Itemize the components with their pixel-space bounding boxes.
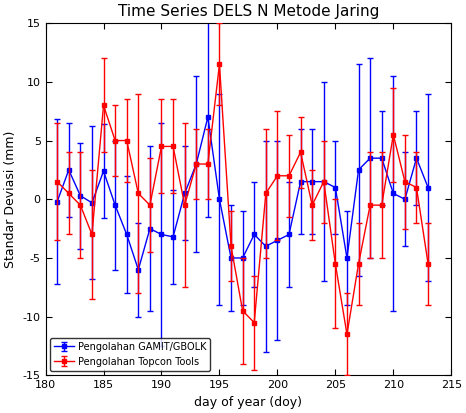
Legend: Pengolahan GAMIT/GBOLK, Pengolahan Topcon Tools: Pengolahan GAMIT/GBOLK, Pengolahan Topco… — [50, 338, 210, 370]
Y-axis label: Standar Deviasi (mm): Standar Deviasi (mm) — [4, 131, 17, 268]
X-axis label: day of year (doy): day of year (doy) — [194, 396, 302, 409]
Title: Time Series DELS N Metode Jaring: Time Series DELS N Metode Jaring — [118, 4, 379, 19]
